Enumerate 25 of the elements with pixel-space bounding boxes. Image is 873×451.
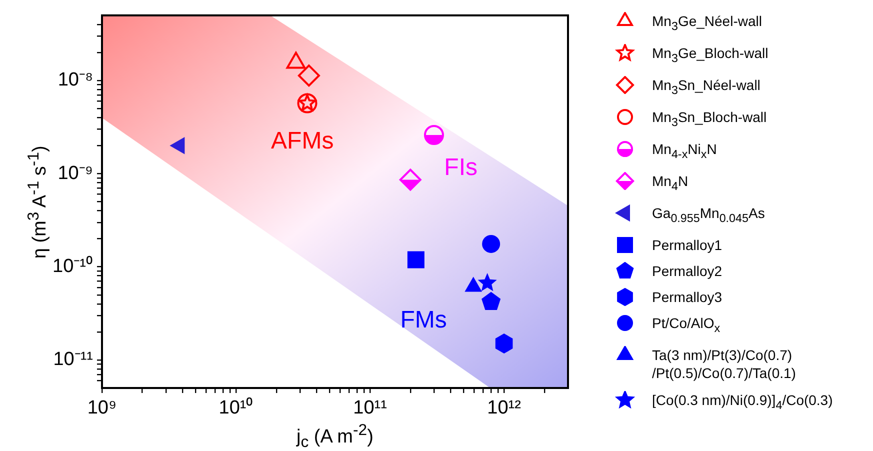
legend-label: Permalloy1 [652, 236, 722, 254]
legend-label: Pt/Co/AlO$_{x}$ [652, 314, 720, 338]
legend-label: Permalloy3 [652, 288, 722, 306]
legend-label: Mn$_{4}$N [652, 172, 688, 195]
annotation: AFMs [271, 128, 334, 155]
legend-label: Ga$_{0.955}$Mn$_{0.045}$As [652, 204, 765, 227]
legend-label: Mn$_{4-x}$Ni$_{x}$N [652, 140, 717, 163]
legend-label: [Co(0.3 nm)/Ni(0.9)]$_{4}$/Co(0.3) [652, 390, 833, 414]
y-tick-label: 10⁻¹¹ [53, 349, 93, 370]
y-tick-label: 10⁻¹⁰ [52, 255, 93, 278]
y-tick-label: 10⁻⁸ [58, 70, 93, 91]
legend-label: Mn$_{3}$Sn_Néel-wall [652, 76, 760, 99]
x-tick-label: 10⁹ [87, 398, 117, 419]
y-tick-label: 10⁻⁹ [58, 162, 93, 184]
x-tick-label: 10¹⁰ [218, 396, 254, 419]
annotation: FIs [444, 154, 478, 181]
annotation: FMs [400, 306, 447, 334]
x-tick-label: 10¹² [487, 398, 521, 419]
x-axis-title: j$_{c}$ (A m$^{-2}$) [296, 422, 374, 451]
legend-label: Ta(3 nm)/Pt(3)/Co(0.7) /Pt(0.5)/Co(0.7)/Ta(0.1) [652, 346, 796, 382]
legend-label: Mn$_{3}$Ge_Néel-wall [652, 12, 762, 35]
x-tick-label: 10¹¹ [353, 398, 387, 419]
legend-label: Mn$_{3}$Ge_Bloch-wall [652, 44, 768, 67]
legend-label: Permalloy2 [652, 262, 722, 280]
legend-label: Mn$_{3}$Sn_Bloch-wall [652, 108, 767, 131]
